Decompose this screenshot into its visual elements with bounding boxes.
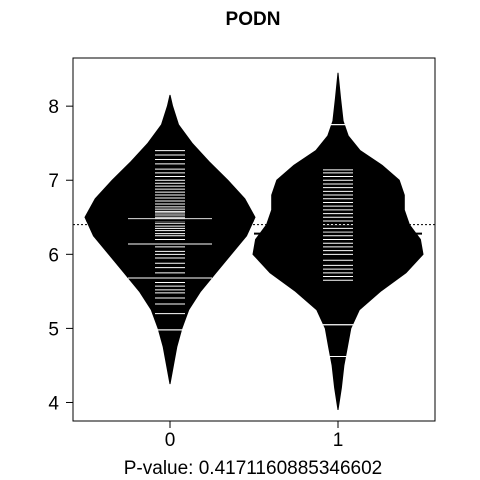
x-tick-label-1: 1 [333,430,344,451]
bean-shape-1 [252,72,424,410]
bean-1 [252,72,424,410]
y-tick-label-4: 8 [48,97,59,118]
beans-layer [84,72,424,410]
y-axis: 4 5 6 7 8 [48,97,74,414]
y-tick-label-0: 4 [48,393,59,414]
x-tick-label-0: 0 [165,430,176,451]
y-tick-label-1: 5 [48,319,59,340]
y-tick-label-3: 7 [48,171,59,192]
chart-title: PODN [226,9,281,30]
y-tick-label-2: 6 [48,245,59,266]
bean-0 [84,94,256,385]
p-value-subtitle: P-value: 0.4171160885346602 [124,458,383,479]
